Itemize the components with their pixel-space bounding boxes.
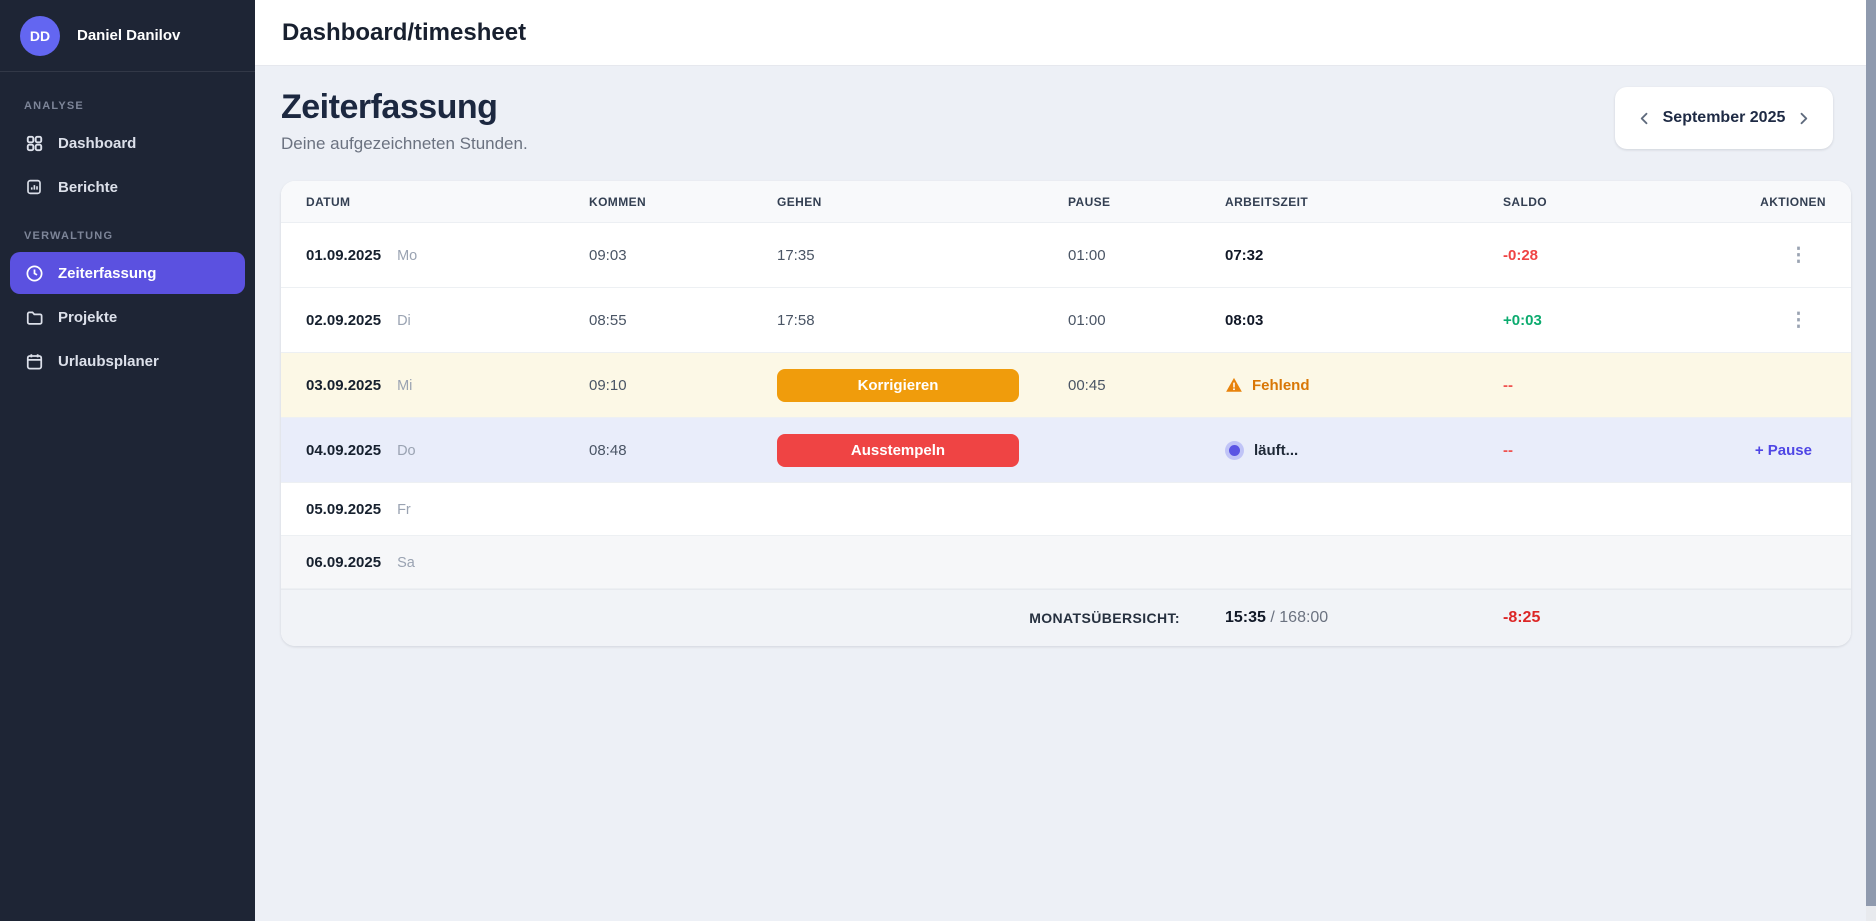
table-row-warning: 03.09.2025 Mi 09:10 Korrigieren 00:45 Fe… — [281, 353, 1851, 418]
korrigieren-button[interactable]: Korrigieren — [777, 368, 1019, 402]
sidebar-item-zeiterfassung[interactable]: Zeiterfassung — [10, 252, 245, 294]
missing-status: Fehlend — [1225, 376, 1503, 394]
table-row: 05.09.2025 Fr — [281, 483, 1851, 536]
col-header-kommen: Kommen — [589, 194, 647, 209]
month-label: September 2025 — [1662, 109, 1786, 127]
row-date: 01.09.2025 — [306, 246, 382, 264]
sidebar-item-label: Zeiterfassung — [58, 264, 157, 282]
worked-hours: 15:35 — [1225, 609, 1266, 626]
row-menu-icon[interactable]: ⋮ — [1789, 244, 1808, 266]
row-date: 04.09.2025 — [306, 441, 382, 459]
ausstempeln-button[interactable]: Ausstempeln — [777, 433, 1019, 467]
sidebar-item-berichte[interactable]: Berichte — [10, 166, 245, 208]
running-status: läuft... — [1225, 440, 1503, 460]
page-subtitle: Deine aufgezeichneten Stunden. — [281, 134, 528, 153]
row-date: 02.09.2025 — [306, 311, 382, 329]
row-menu-icon[interactable]: ⋮ — [1789, 309, 1808, 331]
sidebar-item-projekte[interactable]: Projekte — [10, 296, 245, 338]
col-header-gehen: Gehen — [777, 194, 822, 209]
row-date: 06.09.2025 — [306, 553, 382, 571]
breadcrumb: Dashboard/timesheet — [282, 18, 527, 46]
avatar: DD — [20, 15, 60, 56]
month-navigator: September 2025 — [1615, 87, 1833, 149]
col-header-saldo: Saldo — [1503, 194, 1547, 209]
topbar: Dashboard/timesheet — [255, 0, 1876, 66]
vertical-scrollbar-track[interactable] — [1866, 0, 1876, 921]
running-pulse-icon — [1225, 440, 1244, 460]
arbeitszeit-value: 07:32 — [1225, 246, 1264, 264]
grid-icon — [24, 133, 44, 153]
running-status-label: läuft... — [1254, 441, 1299, 459]
next-month-button[interactable] — [1790, 105, 1817, 132]
month-summary-saldo: -8:25 — [1503, 609, 1541, 626]
row-day: Di — [397, 312, 411, 329]
kommen-value: 08:48 — [589, 441, 627, 459]
page-title: Zeiterfassung — [281, 88, 498, 126]
missing-status-label: Fehlend — [1252, 376, 1310, 394]
sidebar: DD Daniel Danilov Analyse Dashboard Beri… — [0, 0, 255, 921]
calendar-icon — [24, 351, 44, 371]
timesheet-table: Datum Kommen Gehen Pause Arbeitszeit Sal… — [281, 181, 1851, 646]
col-header-datum: Datum — [306, 194, 351, 209]
kommen-value: 08:55 — [589, 311, 627, 329]
nav-section-verwaltung: Verwaltung — [24, 230, 114, 242]
row-day: Mo — [397, 247, 418, 264]
add-pause-link[interactable]: + Pause — [1754, 441, 1812, 459]
chevron-right-icon — [1794, 109, 1813, 128]
saldo-value: -- — [1503, 441, 1513, 459]
gehen-value: 17:35 — [777, 246, 815, 264]
row-date: 03.09.2025 — [306, 376, 382, 394]
sidebar-item-label: Dashboard — [58, 134, 137, 152]
month-summary-hours: 15:35 / 168:00 — [1225, 609, 1503, 627]
pause-value: 01:00 — [1068, 246, 1106, 264]
pause-value: 00:45 — [1068, 376, 1106, 394]
sidebar-nav: Analyse Dashboard Berichte Verwaltung Ze… — [0, 72, 255, 382]
col-header-aktionen: Aktionen — [1760, 194, 1826, 209]
month-summary-label: Monatsübersicht: — [1029, 610, 1180, 626]
report-icon — [24, 177, 44, 197]
target-hours: 168:00 — [1279, 609, 1329, 626]
sidebar-item-label: Berichte — [58, 178, 119, 196]
row-day: Fr — [397, 501, 411, 518]
sidebar-item-urlaubsplaner[interactable]: Urlaubsplaner — [10, 340, 245, 382]
table-row-running: 04.09.2025 Do 08:48 Ausstempeln läuft...… — [281, 418, 1851, 483]
sidebar-item-dashboard[interactable]: Dashboard — [10, 122, 245, 164]
page-heading-block: Zeiterfassung Deine aufgezeichneten Stun… — [281, 88, 528, 154]
table-header: Datum Kommen Gehen Pause Arbeitszeit Sal… — [281, 181, 1851, 223]
nav-section-analyse: Analyse — [24, 100, 84, 112]
row-date: 05.09.2025 — [306, 500, 382, 518]
row-day: Sa — [397, 554, 415, 571]
clock-icon — [24, 263, 44, 283]
saldo-value: -- — [1503, 376, 1513, 394]
arbeitszeit-value: 08:03 — [1225, 311, 1264, 329]
gehen-value: 17:58 — [777, 311, 815, 329]
warning-icon — [1225, 376, 1243, 394]
kommen-value: 09:10 — [589, 376, 627, 394]
vertical-scrollbar-thumb[interactable] — [1866, 0, 1876, 906]
table-row-weekend: 06.09.2025 Sa — [281, 536, 1851, 589]
col-header-pause: Pause — [1068, 194, 1111, 209]
hours-separator: / — [1265, 609, 1280, 626]
row-day: Do — [397, 442, 416, 459]
table-row: 01.09.2025 Mo 09:03 17:35 01:00 07:32 -0… — [281, 223, 1851, 288]
table-row: 02.09.2025 Di 08:55 17:58 01:00 08:03 +0… — [281, 288, 1851, 353]
user-profile[interactable]: DD Daniel Danilov — [0, 0, 255, 72]
saldo-value: -0:28 — [1503, 246, 1539, 264]
user-name: Daniel Danilov — [77, 27, 181, 44]
pause-value: 01:00 — [1068, 311, 1106, 329]
table-footer: Monatsübersicht: 15:35 / 168:00 -8:25 — [281, 589, 1851, 646]
chevron-left-icon — [1635, 109, 1654, 128]
folder-icon — [24, 307, 44, 327]
col-header-arbeitszeit: Arbeitszeit — [1225, 194, 1309, 209]
kommen-value: 09:03 — [589, 246, 627, 264]
saldo-value: +0:03 — [1503, 311, 1542, 329]
row-day: Mi — [397, 377, 413, 394]
prev-month-button[interactable] — [1631, 105, 1658, 132]
sidebar-item-label: Urlaubsplaner — [58, 352, 159, 370]
main-content: Zeiterfassung Deine aufgezeichneten Stun… — [255, 67, 1866, 921]
sidebar-item-label: Projekte — [58, 308, 118, 326]
